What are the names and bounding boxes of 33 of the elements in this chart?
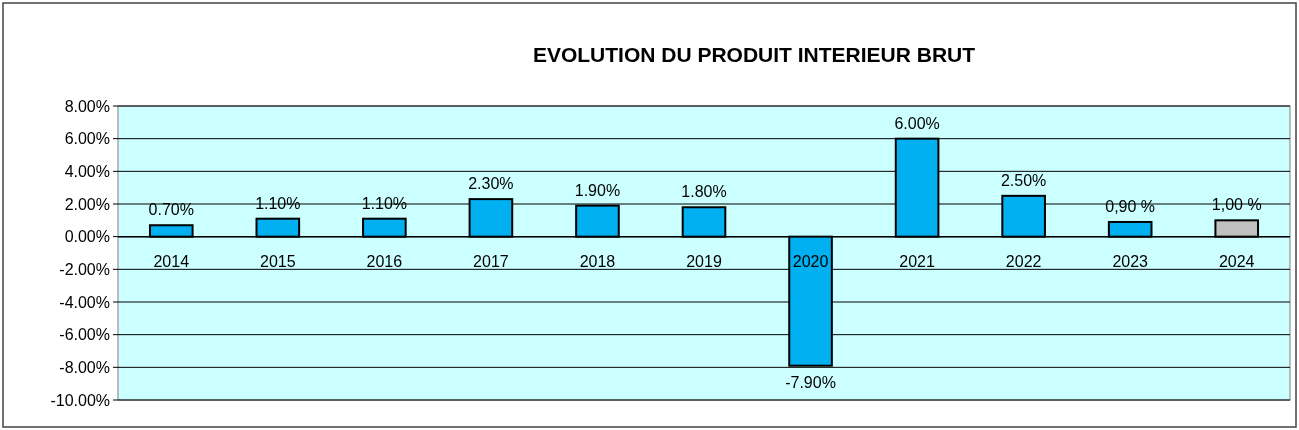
y-tick-label: 8.00%: [64, 97, 110, 115]
y-tick-label: -10.00%: [50, 391, 110, 409]
data-label: 2.50%: [1000, 171, 1047, 189]
x-tick-label: 2023: [1112, 252, 1149, 270]
y-tick-label: 4.00%: [64, 162, 110, 180]
x-tick-label: 2018: [579, 252, 616, 270]
data-label: -7.90%: [785, 373, 836, 391]
data-label: 0,90 %: [1105, 197, 1156, 215]
x-tick-label: 2020: [792, 252, 829, 270]
y-tick-label: -2.00%: [59, 260, 110, 278]
data-label: 0.70%: [148, 201, 194, 219]
y-tick-label: -4.00%: [59, 293, 110, 311]
y-tick-label: -6.00%: [59, 326, 110, 344]
x-tick-label: 2017: [473, 252, 509, 270]
chart-title: EVOLUTION DU PRODUIT INTERIEUR BRUT: [532, 43, 976, 66]
data-label: 6.00%: [894, 114, 940, 132]
data-label: 1.90%: [574, 181, 621, 199]
data-label: 1,00 %: [1211, 196, 1262, 214]
y-tick-label: 6.00%: [64, 130, 110, 148]
x-tick-label: 2021: [899, 252, 935, 270]
x-tick-label: 2022: [1005, 252, 1042, 270]
x-tick-label: 2014: [153, 252, 190, 270]
data-label: 1.80%: [681, 183, 727, 201]
y-tick-label: -8.00%: [59, 358, 110, 376]
x-tick-label: 2016: [366, 252, 403, 270]
y-tick-label: 0.00%: [64, 228, 110, 246]
data-label: 1.10%: [255, 194, 301, 212]
data-label: 2.30%: [468, 175, 514, 193]
x-tick-label: 2019: [686, 252, 722, 270]
x-tick-label: 2024: [1218, 252, 1255, 270]
x-tick-label: 2015: [260, 252, 296, 270]
data-label: 1.10%: [361, 194, 408, 212]
y-tick-label: 2.00%: [64, 195, 110, 213]
